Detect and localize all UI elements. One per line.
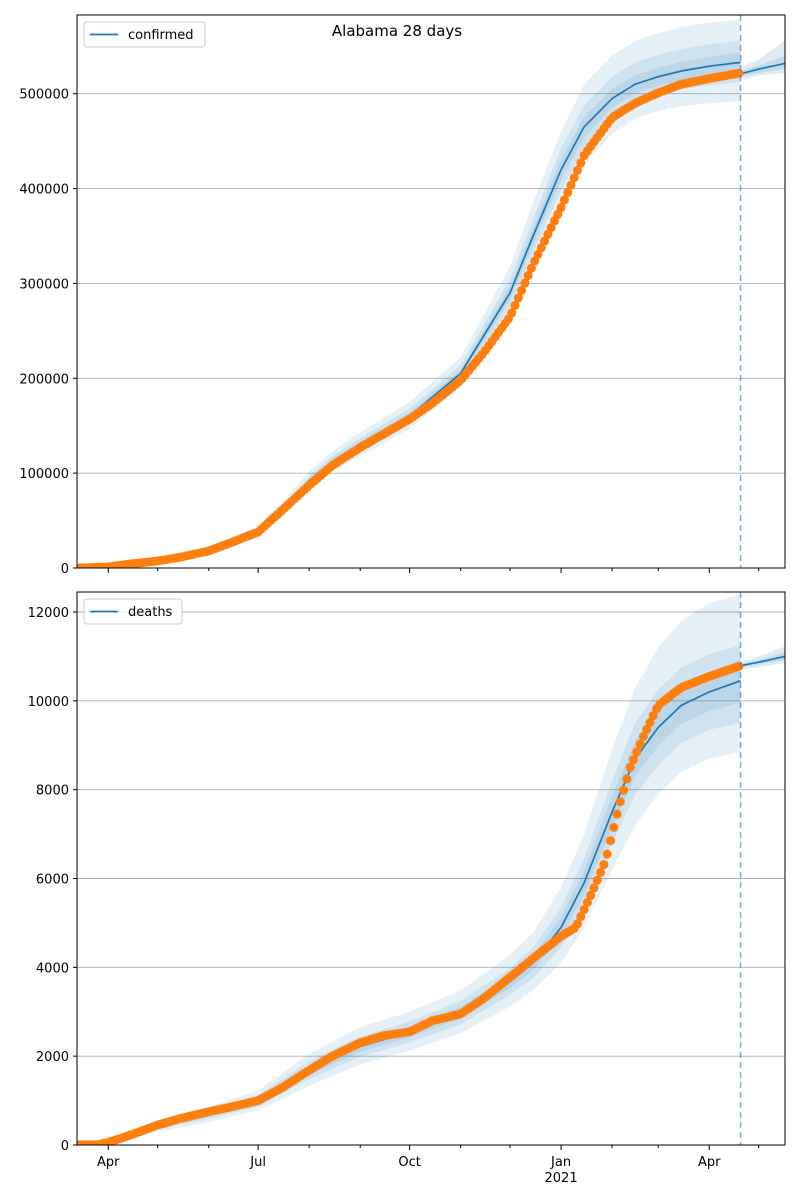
legend-box xyxy=(83,598,183,625)
y-tick-label: 0 xyxy=(61,562,69,577)
x-tick-sublabel: 2021 xyxy=(545,1171,578,1186)
observed-point xyxy=(507,308,517,318)
y-tick-label: 2000 xyxy=(36,1050,69,1065)
x-tick-label: Apr xyxy=(698,1155,721,1170)
observed-point xyxy=(596,867,606,877)
uncertainty-band xyxy=(77,594,741,1145)
forecast-band xyxy=(740,40,785,80)
x-tick-label: Jan xyxy=(550,1155,571,1170)
observed-point xyxy=(648,711,658,721)
uncertainty-band xyxy=(77,659,741,1145)
observed-point xyxy=(510,301,520,310)
y-tick-label: 6000 xyxy=(36,872,69,887)
y-tick-label: 12000 xyxy=(28,606,69,621)
chart-title: Alabama 28 days xyxy=(332,22,462,40)
observed-point xyxy=(625,762,635,772)
uncertainty-band xyxy=(77,52,741,568)
observed-point xyxy=(569,173,579,183)
legend-label: confirmed xyxy=(128,28,194,43)
observed-point xyxy=(517,286,527,296)
observed-point xyxy=(615,797,625,807)
plot-area xyxy=(77,594,785,1145)
x-tick-label: Jul xyxy=(249,1155,266,1170)
observed-point xyxy=(582,898,592,907)
observed-point xyxy=(638,731,648,741)
observed-point xyxy=(573,165,582,175)
observed-point xyxy=(734,661,744,671)
x-tick-label: Oct xyxy=(398,1155,420,1170)
observed-point xyxy=(609,822,619,832)
observed-point xyxy=(622,774,632,784)
observed-point xyxy=(629,755,638,765)
observed-point xyxy=(612,809,622,819)
observed-point xyxy=(559,195,569,205)
forecast-line xyxy=(740,655,785,667)
y-tick-label: 300000 xyxy=(19,277,69,292)
observed-point xyxy=(530,256,540,266)
observed-point xyxy=(533,249,543,259)
y-tick-label: 400000 xyxy=(19,183,69,198)
uncertainty-band xyxy=(77,19,741,568)
observed-point xyxy=(573,919,582,929)
observed-point xyxy=(526,263,536,273)
observed-point xyxy=(734,68,744,78)
observed-point xyxy=(606,836,615,846)
uncertainty-band xyxy=(77,645,741,1145)
observed-point xyxy=(576,158,586,168)
observed-point xyxy=(513,293,523,303)
forecast-line xyxy=(740,62,785,75)
observed-point xyxy=(563,188,573,198)
confirmed-panel: 0 100000 200000 300000 400000 500000 confirmed xyxy=(19,14,786,577)
y-tick-label: 4000 xyxy=(36,961,69,976)
axes-frame xyxy=(76,591,786,1146)
plot-area xyxy=(77,19,785,568)
axes-frame xyxy=(76,14,786,569)
legend: deaths xyxy=(83,598,183,625)
observed-point xyxy=(566,180,576,190)
observed-point xyxy=(635,739,645,749)
observed-point xyxy=(550,216,559,226)
y-tick-label: 8000 xyxy=(36,784,69,799)
observed-point xyxy=(642,724,652,734)
observed-point xyxy=(546,223,556,233)
y-tick-label: 0 xyxy=(61,1139,69,1154)
observed-point xyxy=(523,271,533,281)
legend: confirmed xyxy=(83,21,206,48)
observed-point xyxy=(556,203,566,213)
legend-label: deaths xyxy=(128,605,173,620)
uncertainty-band xyxy=(77,40,741,568)
observed-point xyxy=(592,875,602,885)
observed-point xyxy=(632,747,642,757)
observed-point xyxy=(589,883,599,893)
y-tick-label: 500000 xyxy=(19,88,69,103)
deaths-panel: 0 2000 4000 6000 8000 10000 12000 Apr Jul Oct Jan2… xyxy=(28,591,786,1186)
legend-box xyxy=(83,21,206,48)
observed-point xyxy=(540,236,550,246)
observed-point xyxy=(536,243,546,253)
observed-point xyxy=(619,785,629,795)
observed-point xyxy=(576,912,586,922)
observed-point xyxy=(645,718,655,727)
observed-point xyxy=(543,229,553,239)
x-tick-label: Apr xyxy=(97,1155,120,1170)
observed-point xyxy=(599,860,609,870)
observed-point xyxy=(586,890,596,900)
y-tick-label: 200000 xyxy=(19,372,69,387)
y-tick-label: 100000 xyxy=(19,467,69,482)
model-line xyxy=(77,61,741,568)
y-tick-label: 10000 xyxy=(28,695,69,710)
observed-point xyxy=(520,278,530,288)
observed-point xyxy=(602,849,612,859)
observed-point xyxy=(579,905,589,915)
